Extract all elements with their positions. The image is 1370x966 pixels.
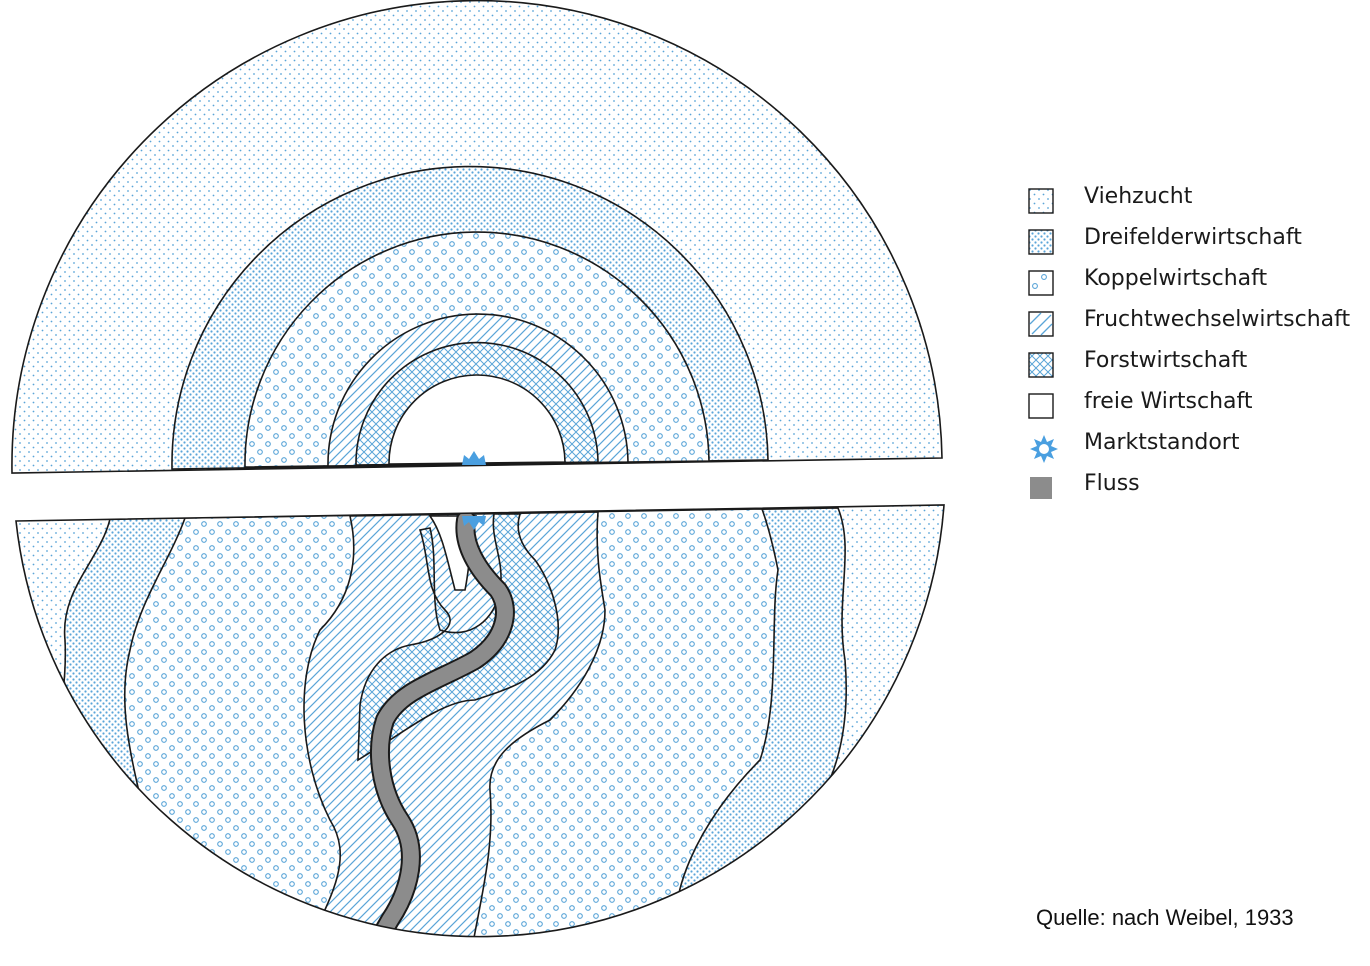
legend-label: freie Wirtschaft <box>1084 389 1253 414</box>
legend-label: Forstwirtschaft <box>1084 348 1248 373</box>
lower-river-model <box>15 504 945 938</box>
cross-hatch-swatch-icon <box>1028 352 1054 378</box>
ring-frei <box>388 374 566 465</box>
legend-label: Viehzucht <box>1084 184 1193 209</box>
star-icon <box>1030 435 1058 463</box>
legend-label: Dreifelderwirtschaft <box>1084 225 1302 250</box>
market-star-lower-icon <box>462 516 486 530</box>
river-fill <box>362 512 513 937</box>
dots-dense-swatch-icon <box>1028 229 1054 255</box>
dots-fine-swatch-icon <box>1028 188 1054 214</box>
empty-swatch-icon <box>1028 393 1054 419</box>
circles-swatch-icon <box>1028 270 1054 296</box>
grey-swatch-icon <box>1030 477 1052 499</box>
thuenen-rings-diagram <box>11 0 945 938</box>
upper-ring-model <box>11 0 943 474</box>
diagonal-hatch-swatch-icon <box>1028 311 1054 337</box>
source-caption: Quelle: nach Weibel, 1933 <box>1036 905 1294 930</box>
lower-outline <box>15 504 945 938</box>
market-star-upper-icon <box>462 451 486 465</box>
legend-label: Fruchtwechselwirtschaft <box>1084 307 1351 332</box>
legend-label: Koppelwirtschaft <box>1084 266 1268 291</box>
legend-label: Fluss <box>1084 471 1140 496</box>
legend-label: Marktstandort <box>1084 430 1240 455</box>
